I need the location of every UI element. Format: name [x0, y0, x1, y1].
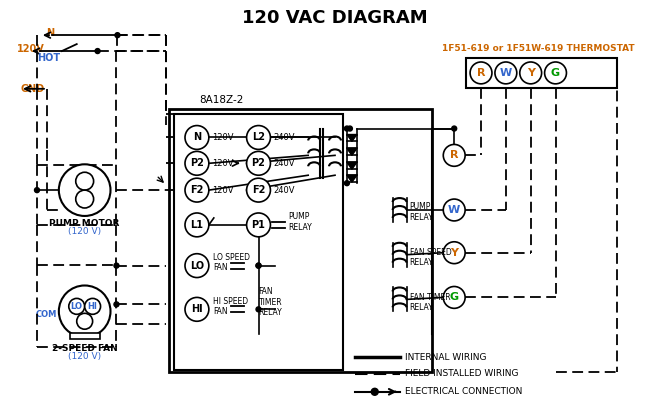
- Text: R: R: [450, 150, 458, 160]
- Text: 120V: 120V: [212, 186, 233, 195]
- Circle shape: [185, 126, 209, 150]
- Polygon shape: [347, 175, 357, 182]
- Circle shape: [371, 388, 378, 395]
- Circle shape: [452, 126, 457, 131]
- Circle shape: [76, 172, 94, 190]
- Text: F2: F2: [190, 185, 204, 195]
- Text: F2: F2: [252, 185, 265, 195]
- Text: N: N: [193, 132, 201, 142]
- Circle shape: [344, 126, 349, 131]
- Circle shape: [256, 307, 261, 312]
- Text: 120V: 120V: [17, 44, 45, 54]
- Circle shape: [185, 297, 209, 321]
- Bar: [466, 58, 617, 88]
- Text: 8A18Z-2: 8A18Z-2: [199, 95, 243, 105]
- Circle shape: [115, 33, 120, 38]
- Circle shape: [76, 190, 94, 208]
- Text: PUMP MOTOR: PUMP MOTOR: [50, 219, 120, 228]
- Text: PUMP
RELAY: PUMP RELAY: [288, 212, 312, 232]
- Circle shape: [444, 199, 465, 221]
- Text: PUMP
RELAY: PUMP RELAY: [409, 202, 433, 222]
- Text: FAN SPEED
RELAY: FAN SPEED RELAY: [409, 248, 452, 267]
- Circle shape: [444, 287, 465, 308]
- Text: LO: LO: [71, 302, 82, 311]
- Text: ELECTRICAL CONNECTION: ELECTRICAL CONNECTION: [405, 387, 522, 396]
- Circle shape: [256, 263, 261, 268]
- Text: W: W: [500, 68, 512, 78]
- Circle shape: [256, 263, 261, 268]
- Circle shape: [114, 263, 119, 268]
- Text: HI: HI: [191, 304, 203, 314]
- Circle shape: [247, 178, 271, 202]
- Circle shape: [470, 62, 492, 84]
- Text: HI SPEED
FAN: HI SPEED FAN: [213, 297, 248, 316]
- Text: 240V: 240V: [273, 159, 295, 168]
- Polygon shape: [347, 162, 357, 169]
- Circle shape: [185, 213, 209, 237]
- Text: P2: P2: [190, 158, 204, 168]
- Text: 120V: 120V: [212, 159, 233, 168]
- Text: L1: L1: [190, 220, 204, 230]
- Text: LO: LO: [190, 261, 204, 271]
- Circle shape: [84, 298, 100, 314]
- Bar: [169, 109, 432, 372]
- Polygon shape: [347, 148, 357, 155]
- Circle shape: [185, 178, 209, 202]
- Text: W: W: [448, 205, 460, 215]
- Circle shape: [444, 145, 465, 166]
- Circle shape: [35, 188, 40, 193]
- Text: R: R: [477, 68, 485, 78]
- Text: FAN
TIMER
RELAY: FAN TIMER RELAY: [259, 287, 282, 317]
- Text: GND: GND: [20, 84, 44, 94]
- Circle shape: [545, 62, 566, 84]
- Text: LO SPEED
FAN: LO SPEED FAN: [213, 253, 250, 272]
- Text: FAN TIMER
RELAY: FAN TIMER RELAY: [409, 293, 450, 312]
- Circle shape: [247, 126, 271, 150]
- Circle shape: [495, 62, 517, 84]
- Text: INTERNAL WIRING: INTERNAL WIRING: [405, 352, 486, 362]
- Circle shape: [77, 313, 92, 329]
- Circle shape: [520, 62, 541, 84]
- Polygon shape: [347, 134, 357, 142]
- Text: P2: P2: [251, 158, 265, 168]
- Text: (120 V): (120 V): [68, 352, 101, 361]
- Bar: [174, 114, 343, 370]
- Bar: [70, 333, 100, 339]
- Text: G: G: [551, 68, 560, 78]
- Text: HI: HI: [88, 302, 98, 311]
- Text: 120V: 120V: [212, 133, 233, 142]
- Text: G: G: [450, 292, 459, 303]
- Circle shape: [59, 164, 111, 216]
- Text: P1: P1: [251, 220, 265, 230]
- Text: (120 V): (120 V): [68, 227, 101, 236]
- Circle shape: [185, 254, 209, 277]
- Circle shape: [95, 49, 100, 54]
- Circle shape: [185, 151, 209, 175]
- Text: COM: COM: [36, 310, 57, 319]
- Text: Y: Y: [450, 248, 458, 258]
- Circle shape: [344, 181, 349, 186]
- Text: N: N: [46, 28, 54, 38]
- Text: Y: Y: [527, 68, 535, 78]
- Circle shape: [114, 302, 119, 307]
- Circle shape: [444, 242, 465, 264]
- Text: 2-SPEED FAN: 2-SPEED FAN: [52, 344, 117, 353]
- Circle shape: [348, 126, 352, 131]
- Circle shape: [59, 285, 111, 337]
- Text: 120 VAC DIAGRAM: 120 VAC DIAGRAM: [242, 9, 428, 27]
- Text: L2: L2: [252, 132, 265, 142]
- Text: FIELD INSTALLED WIRING: FIELD INSTALLED WIRING: [405, 370, 518, 378]
- Circle shape: [69, 298, 84, 314]
- Text: 240V: 240V: [273, 133, 295, 142]
- Text: 240V: 240V: [273, 186, 295, 195]
- Circle shape: [247, 213, 271, 237]
- Text: HOT: HOT: [37, 53, 60, 63]
- Circle shape: [247, 151, 271, 175]
- Text: 1F51-619 or 1F51W-619 THERMOSTAT: 1F51-619 or 1F51W-619 THERMOSTAT: [442, 44, 635, 53]
